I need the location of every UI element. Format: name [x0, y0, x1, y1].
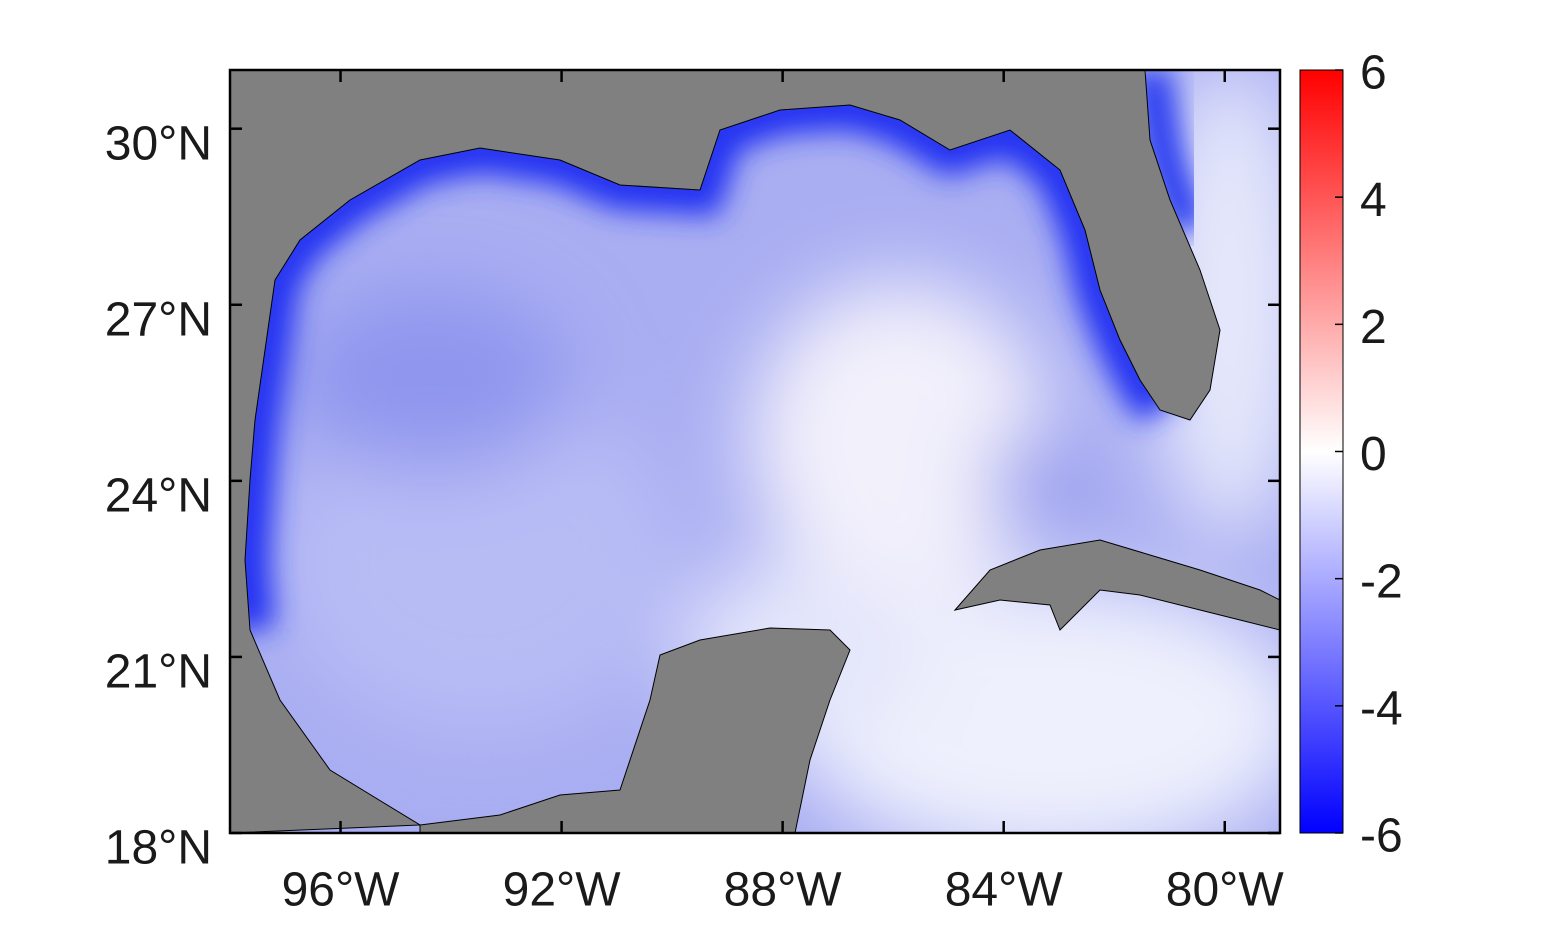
y-tick-label: 24°N [105, 470, 212, 523]
colorbar-tick-label: 2 [1360, 301, 1387, 354]
colorbar-tick-label: -4 [1360, 683, 1403, 736]
x-tick-label: 96°W [282, 864, 401, 917]
colorbar-tick-label: -6 [1360, 810, 1403, 863]
colorbar-tick-label: 0 [1360, 428, 1387, 481]
y-tick-label: 18°N [105, 822, 212, 875]
x-tick-label: 84°W [945, 864, 1064, 917]
colorbar-tick-label: 6 [1360, 47, 1387, 100]
x-tick-label: 88°W [724, 864, 843, 917]
x-tick-label: 92°W [503, 864, 622, 917]
map-area [230, 70, 1280, 833]
map-frame [228, 68, 1282, 835]
colorbar-tick-label: -2 [1360, 555, 1403, 608]
colorbar-tick-label: 4 [1360, 174, 1387, 227]
coastal-band [1130, 70, 1209, 237]
sea-shading [280, 70, 1280, 833]
y-tick-label: 27°N [105, 293, 212, 346]
x-tick-label: 80°W [1166, 864, 1285, 917]
land [230, 70, 1280, 833]
y-tick-label: 30°N [105, 117, 212, 170]
y-tick-label: 21°N [105, 646, 212, 699]
